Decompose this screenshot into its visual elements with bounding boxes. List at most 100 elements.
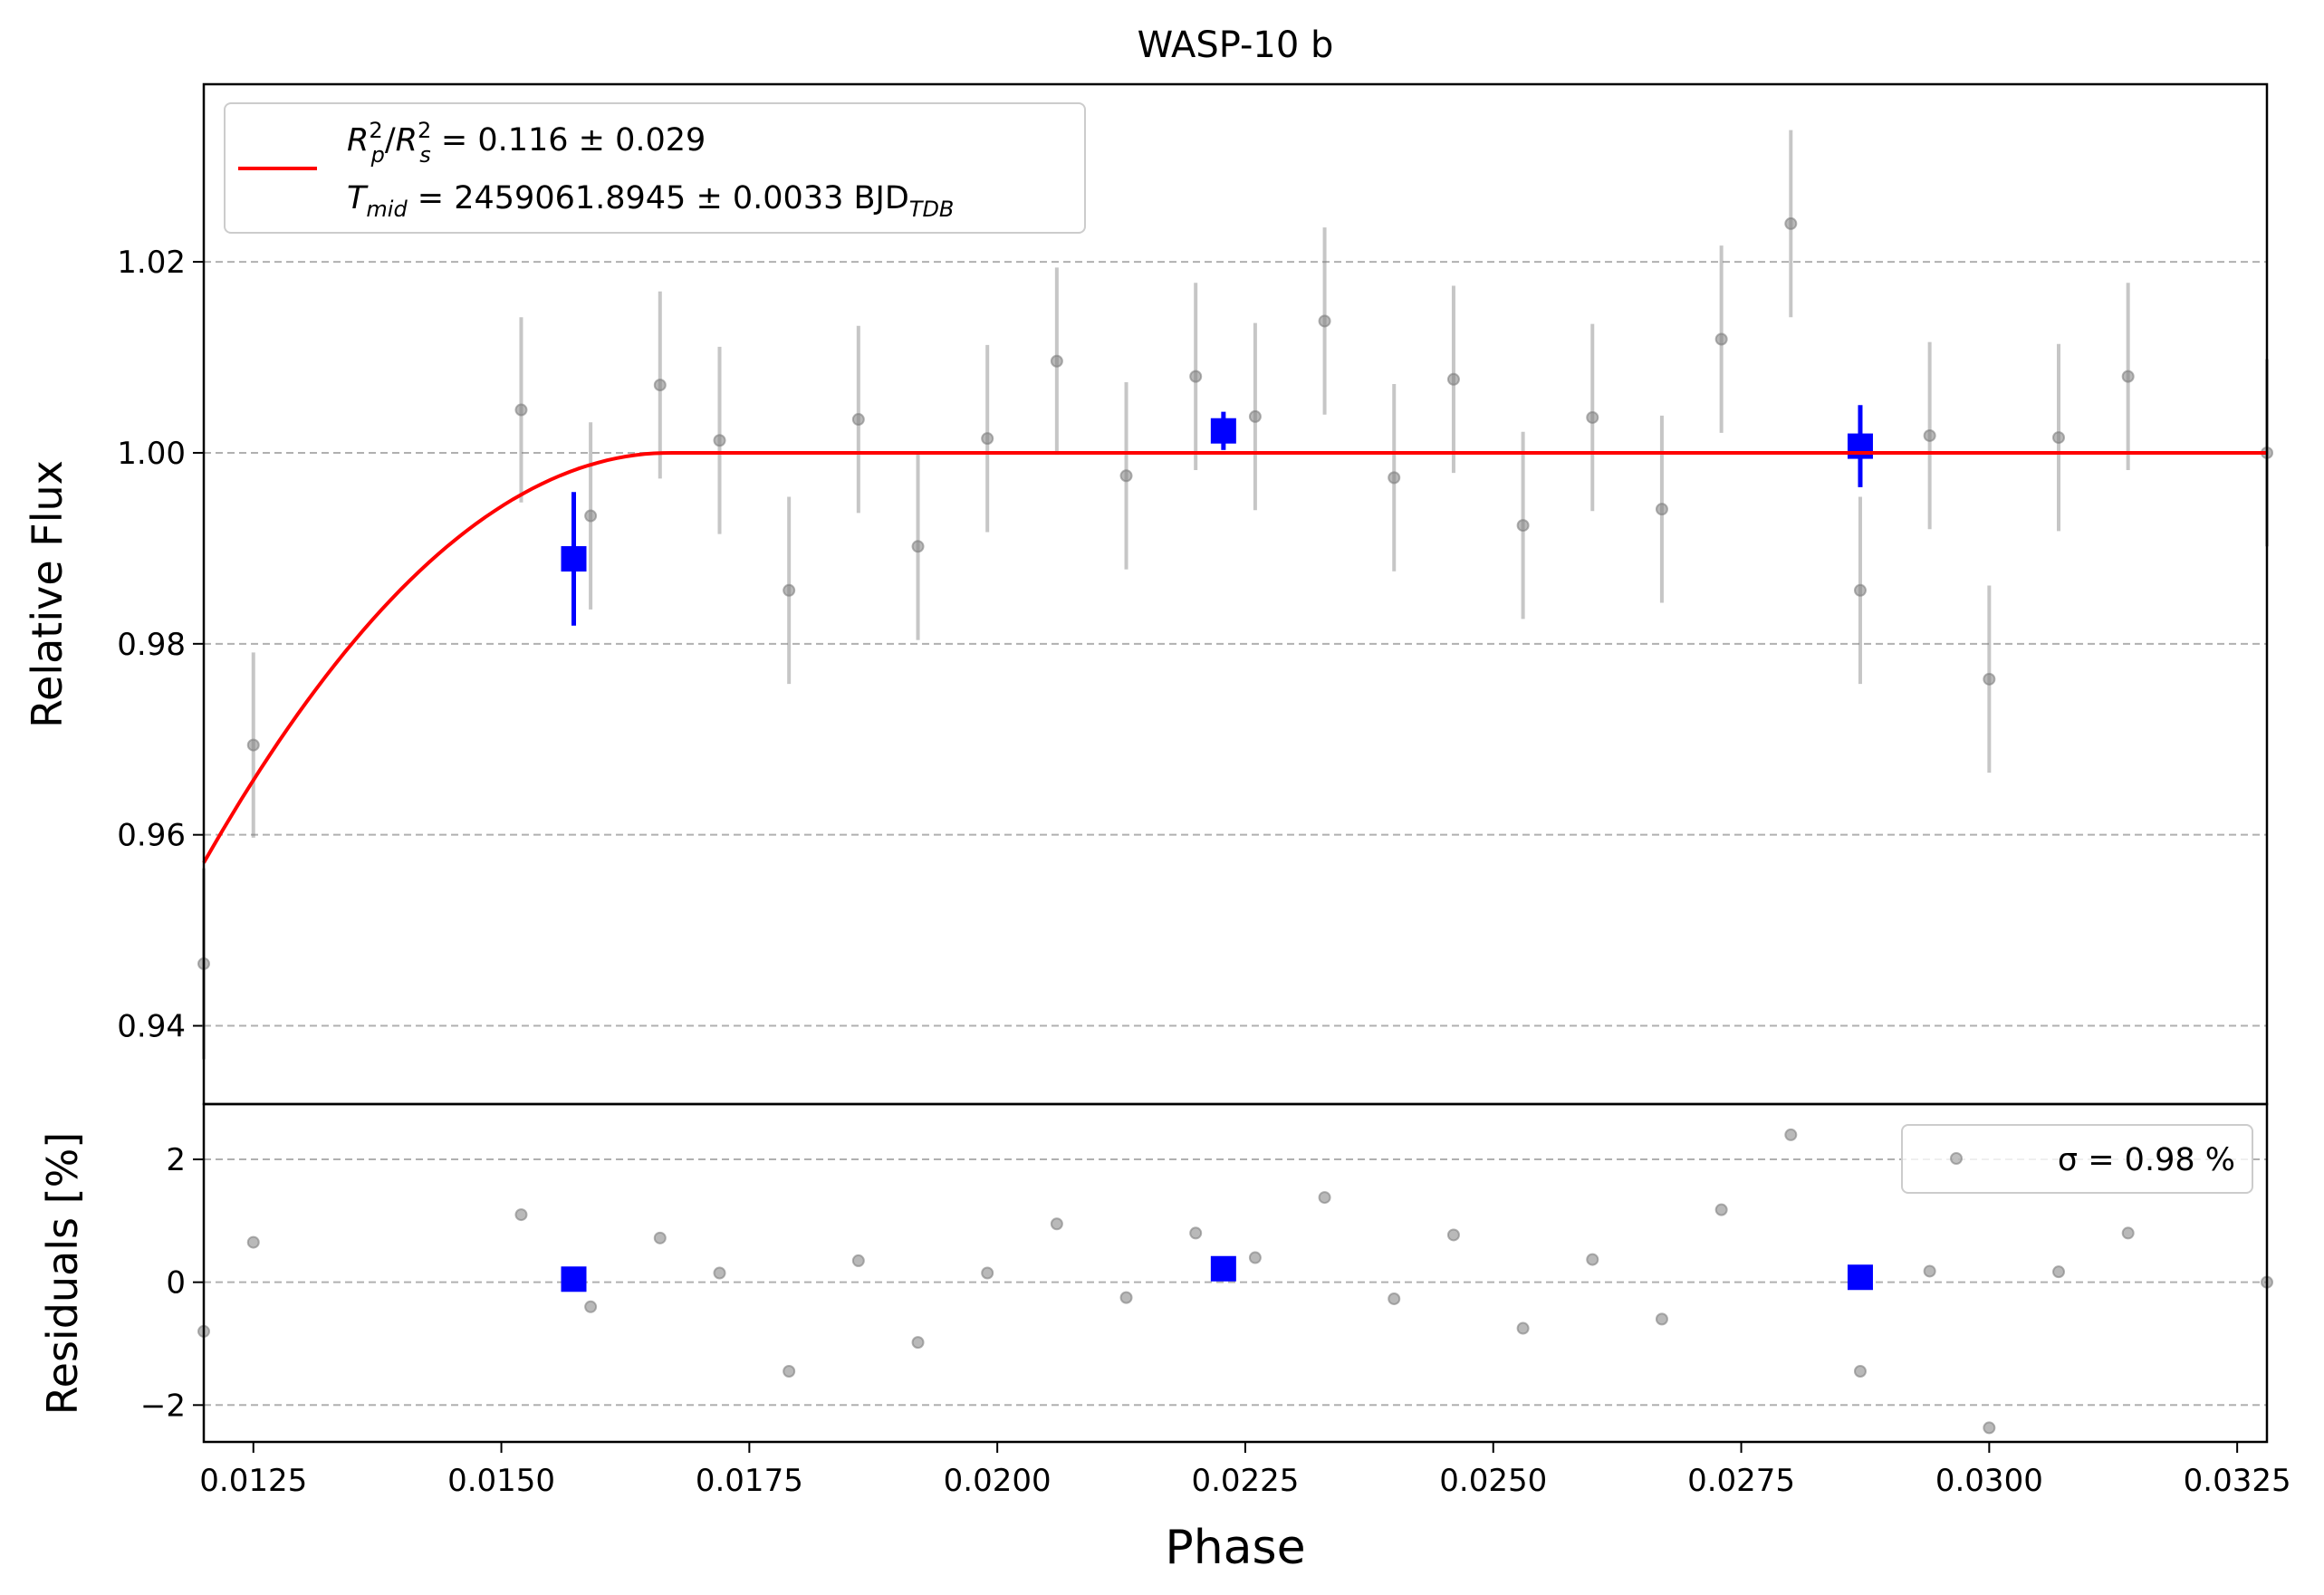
data-point-marker: [1119, 469, 1133, 483]
residual-point: [2121, 1226, 2135, 1240]
data-point: [1119, 381, 1133, 570]
x-tick-label: 0.0200: [944, 1463, 1052, 1499]
data-point: [911, 452, 925, 640]
x-tick-label: 0.0275: [1687, 1463, 1795, 1499]
data-point: [1189, 283, 1203, 470]
binned-residual-marker: [1847, 1264, 1873, 1291]
residuals-panel: −2 0 2 0.0125 0.0150 0.0175 0.0200 0.0225 0.025…: [38, 1102, 2291, 1575]
residual-point: [514, 1208, 528, 1222]
data-point-marker: [1050, 354, 1063, 368]
residual-point: [1714, 1203, 1728, 1216]
residual-point: [1189, 1226, 1203, 1240]
data-point-marker: [1655, 503, 1668, 516]
data-point: [1516, 431, 1530, 620]
data-point: [1714, 245, 1728, 433]
main-binned-points: [561, 405, 1873, 626]
residuals-y-tick-label: 0: [166, 1265, 186, 1302]
main-legend-box: [224, 102, 1086, 234]
residual-point: [1248, 1251, 1262, 1264]
x-tick-label: 0.0250: [1439, 1463, 1547, 1499]
data-point: [1446, 285, 1460, 474]
data-point-marker: [783, 583, 796, 597]
main-y-tick-label: 0.94: [117, 1009, 186, 1045]
main-y-axis-label: Relative Flux: [23, 460, 72, 728]
residual-point: [1655, 1312, 1668, 1326]
binned-residual-marker: [1210, 1255, 1236, 1282]
legend-radius-ratio-label: R2 p/R2 s = 0.116 ± 0.029: [347, 118, 706, 168]
x-tick-label: 0.0225: [1191, 1463, 1299, 1499]
main-y-tick-label: 0.98: [117, 627, 186, 663]
residual-point: [1119, 1291, 1133, 1304]
data-point-marker: [1923, 428, 1936, 442]
data-point-marker: [911, 540, 925, 553]
residual-point: [851, 1254, 865, 1267]
binned-point: [561, 492, 587, 626]
binned-point-marker: [561, 545, 587, 572]
data-point-marker: [2121, 370, 2135, 383]
data-point: [246, 652, 260, 838]
main-panel: WASP-10 b 0.94 0.96 0.98 1.00 1.02 Relative …: [23, 24, 2273, 1106]
residual-point: [1784, 1128, 1798, 1141]
residual-point: [911, 1336, 925, 1350]
residual-point: [1983, 1421, 1996, 1435]
residuals-y-tick-label: 2: [166, 1142, 186, 1178]
data-point-marker: [1446, 372, 1460, 386]
main-legend: R2 p/R2 s = 0.116 ± 0.029 Tmid = 2459061.8…: [224, 102, 1086, 234]
data-point: [1784, 130, 1798, 318]
data-point-marker: [246, 738, 260, 752]
binned-residual-marker: [561, 1266, 587, 1292]
main-y-tick-label: 1.02: [117, 245, 186, 281]
residual-point: [246, 1235, 260, 1249]
data-point-marker: [653, 379, 667, 392]
residual-point: [1516, 1321, 1530, 1335]
main-y-tick-label: 0.96: [117, 818, 186, 854]
residual-point: [783, 1365, 796, 1379]
residual-point: [1586, 1253, 1599, 1266]
residual-point: [1923, 1264, 1936, 1278]
x-axis-label: Phase: [1165, 1521, 1305, 1575]
x-tick-label: 0.0325: [2184, 1463, 2291, 1499]
residuals-legend-box: [1901, 1124, 2253, 1194]
data-point-marker: [851, 413, 865, 427]
residual-point: [1388, 1292, 1401, 1305]
data-point: [2121, 283, 2135, 470]
residual-point: [653, 1231, 667, 1244]
residuals-x-ticks: 0.0125 0.0150 0.0175 0.0200 0.0225 0.0250 0.02…: [199, 1442, 2291, 1499]
data-point: [1923, 341, 1936, 530]
data-point: [713, 346, 726, 534]
data-point: [783, 496, 796, 685]
residual-point: [981, 1266, 994, 1280]
data-point-marker: [1853, 583, 1867, 597]
residual-point: [1318, 1191, 1331, 1205]
x-tick-label: 0.0175: [696, 1463, 803, 1499]
binned-point: [1210, 411, 1236, 450]
data-point-marker: [1714, 332, 1728, 346]
legend-mid-time-label: Tmid = 2459061.8945 ± 0.0033 BJDTDB: [347, 180, 954, 222]
data-point-marker: [1983, 672, 1996, 686]
data-point: [1248, 322, 1262, 511]
x-tick-label: 0.0125: [199, 1463, 307, 1499]
residual-point: [1446, 1228, 1460, 1242]
residual-point: [584, 1300, 598, 1313]
data-point: [514, 317, 528, 503]
data-point: [1318, 227, 1331, 415]
binned-point-marker: [1847, 433, 1873, 459]
data-point: [851, 325, 865, 514]
residuals-legend-marker: [1950, 1152, 1963, 1165]
data-point-marker: [1248, 409, 1262, 423]
chart-title: WASP-10 b: [1138, 24, 1334, 66]
data-point: [1050, 267, 1063, 456]
data-point-marker: [514, 403, 528, 417]
data-point: [653, 291, 667, 479]
residuals-plot-frame: [202, 1102, 2269, 1444]
residuals-y-tick-label: −2: [140, 1388, 186, 1424]
residuals-data-points: [197, 1128, 2273, 1435]
data-point: [2052, 343, 2066, 532]
data-point-marker: [584, 509, 598, 523]
residuals-y-ticks: −2 0 2: [140, 1142, 204, 1424]
data-point-marker: [713, 434, 726, 447]
data-point-marker: [2052, 431, 2066, 445]
data-point-marker: [1784, 216, 1798, 230]
